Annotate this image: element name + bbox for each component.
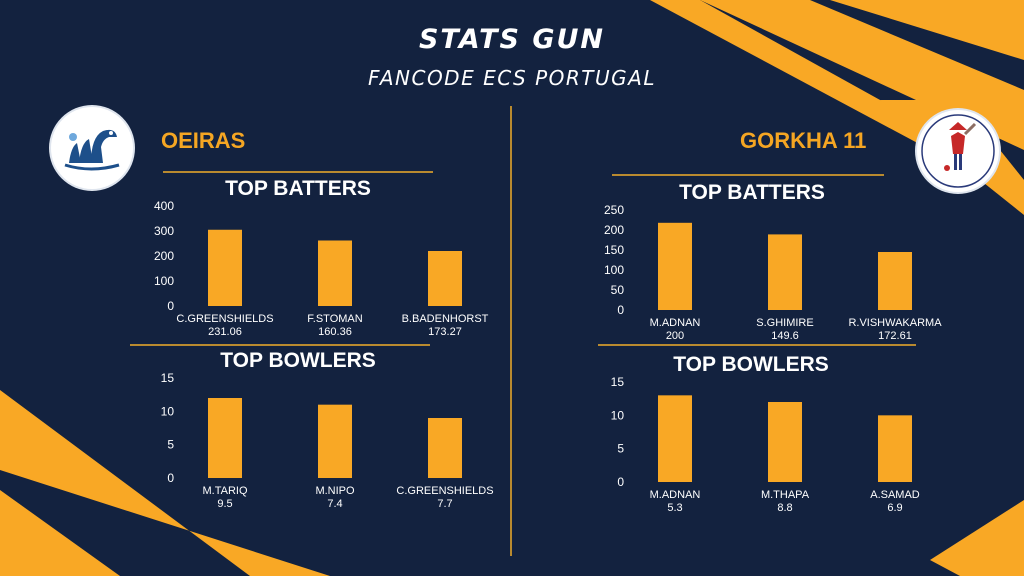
category-value-label: 9.5 (217, 498, 232, 510)
y-tick-label: 0 (617, 303, 624, 317)
category-label: M.TARIQ (202, 485, 247, 497)
y-tick-label: 200 (604, 223, 624, 237)
team-name-oeiras: OEIRAS (161, 128, 246, 153)
center-divider (510, 106, 512, 556)
bar-c-greenshields (208, 229, 242, 306)
page-title: STATS GUN (418, 24, 606, 55)
oeiras-logo (51, 107, 133, 189)
category-value-label: 149.6 (771, 330, 799, 342)
bar-m-adnan (658, 395, 692, 482)
y-tick-label: 10 (161, 404, 175, 418)
team-underline-left (163, 171, 433, 173)
y-tick-label: 0 (167, 299, 174, 313)
category-label: F.STOMAN (307, 313, 362, 325)
bar-c-greenshields (428, 418, 462, 478)
category-label: R.VISHWAKARMA (848, 317, 942, 329)
page-subtitle: FANCODE ECS PORTUGAL (368, 66, 656, 90)
category-value-label: 7.4 (327, 498, 342, 510)
y-tick-label: 0 (617, 475, 624, 489)
bar-b-badenhorst (428, 251, 462, 306)
gorkha-11-logo (917, 110, 999, 192)
gorkha-11-cricket-club-logo-icon (921, 114, 995, 188)
y-tick-label: 5 (617, 442, 624, 456)
category-value-label: 231.06 (208, 326, 242, 338)
bar-f-stoman (318, 240, 352, 306)
bar-m-thapa (768, 402, 802, 482)
bottom-left-stripe-2 (0, 490, 120, 576)
category-value-label: 173.27 (428, 326, 462, 338)
section-divider-left (130, 344, 430, 346)
y-tick-label: 100 (604, 263, 624, 277)
y-tick-label: 10 (611, 408, 625, 422)
category-value-label: 8.8 (777, 502, 792, 514)
y-tick-label: 400 (154, 199, 174, 213)
bar-m-tariq (208, 398, 242, 478)
y-tick-label: 200 (154, 249, 174, 263)
category-label: M.NIPO (315, 485, 355, 497)
category-value-label: 7.7 (437, 498, 452, 510)
heading-top-bowlers-right: TOP BOWLERS (673, 353, 829, 376)
bar-m-nipo (318, 404, 352, 478)
y-tick-label: 100 (154, 274, 174, 288)
category-value-label: 172.61 (878, 330, 912, 342)
team-name-gorkha-11: GORKHA 11 (740, 128, 867, 153)
bottom-right-stripe (930, 500, 1024, 576)
y-tick-label: 250 (604, 203, 624, 217)
heading-top-bowlers-left: TOP BOWLERS (220, 349, 376, 372)
bar-s-ghimire (768, 234, 802, 310)
category-label: M.ADNAN (650, 489, 701, 501)
category-value-label: 6.9 (887, 502, 902, 514)
y-tick-label: 300 (154, 224, 174, 238)
bar-m-adnan (658, 222, 692, 310)
gorkha-top-batters-chart: 050100150200250M.ADNAN200S.GHIMIRE149.6R… (604, 203, 942, 342)
bar-a-samad (878, 415, 912, 482)
category-label: S.GHIMIRE (756, 317, 813, 329)
heading-top-batters-right: TOP BATTERS (679, 181, 825, 204)
y-tick-label: 15 (161, 371, 175, 385)
category-label: M.ADNAN (650, 317, 701, 329)
category-value-label: 5.3 (667, 502, 682, 514)
category-label: B.BADENHORST (402, 313, 489, 325)
y-tick-label: 15 (611, 375, 625, 389)
category-value-label: 200 (666, 330, 684, 342)
oeiras-swan-logo-icon (64, 129, 120, 171)
bar-r-vishwakarma (878, 252, 912, 310)
category-value-label: 160.36 (318, 326, 352, 338)
y-tick-label: 0 (167, 471, 174, 485)
y-tick-label: 150 (604, 243, 624, 257)
bottom-left-stripe-1 (0, 390, 330, 576)
heading-top-batters-left: TOP BATTERS (225, 177, 371, 200)
top-right-stripe-2 (830, 0, 1024, 60)
category-label: C.GREENSHIELDS (396, 485, 493, 497)
category-label: M.THAPA (761, 489, 810, 501)
category-label: C.GREENSHIELDS (176, 313, 273, 325)
team-underline-right (612, 174, 884, 176)
category-label: A.SAMAD (870, 489, 920, 501)
y-tick-label: 50 (611, 283, 625, 297)
y-tick-label: 5 (167, 438, 174, 452)
section-divider-right (598, 344, 916, 346)
